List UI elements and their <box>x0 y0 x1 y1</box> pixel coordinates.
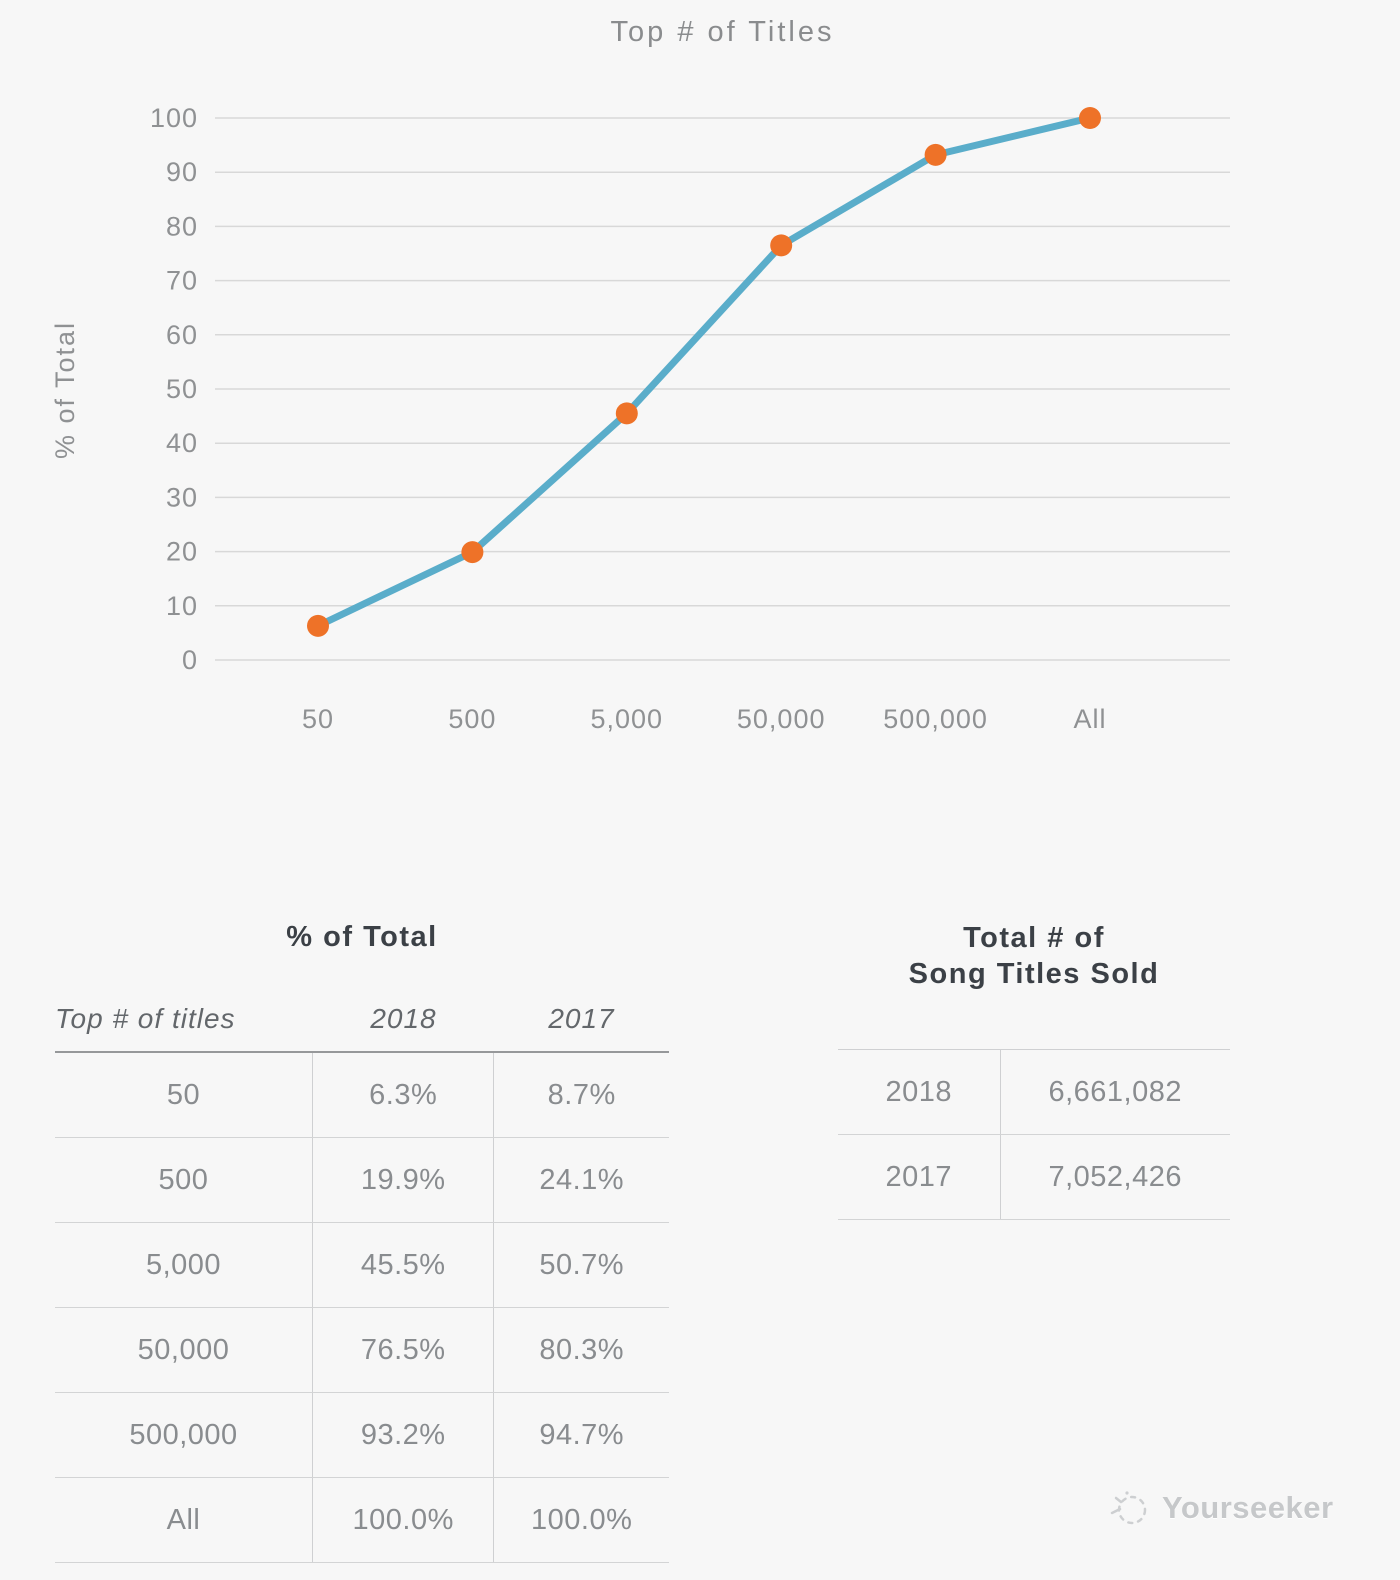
table-row: 2017 7,052,426 <box>838 1134 1230 1220</box>
chart-title: Top # of Titles <box>610 16 835 48</box>
y-tick-label: 30 <box>166 482 198 512</box>
y-tick-label: 0 <box>182 645 198 675</box>
table-row: 50 6.3% 8.7% <box>55 1053 669 1138</box>
cell-2018: 100.0% <box>311 1477 494 1563</box>
cell-year: 2017 <box>838 1134 1000 1220</box>
x-tick-label: All <box>1073 704 1106 734</box>
cell-2017: 80.3% <box>493 1307 669 1393</box>
cell-2018: 45.5% <box>311 1222 494 1308</box>
y-axis-label: % of Total <box>50 321 80 459</box>
table-row: 500,000 93.2% 94.7% <box>55 1392 669 1478</box>
table-row: 500 19.9% 24.1% <box>55 1137 669 1223</box>
cell-titles: 50 <box>55 1053 313 1138</box>
cell-2017: 50.7% <box>493 1222 669 1308</box>
x-tick-labels: 50 500 5,000 50,000 500,000 All <box>302 704 1106 734</box>
x-tick-label: 500 <box>448 704 496 734</box>
column-header-top-titles: Top # of titles <box>55 1003 236 1034</box>
cell-2017: 100.0% <box>493 1477 669 1563</box>
y-tick-labels: 0 10 20 30 40 50 60 70 80 90 100 <box>150 103 198 675</box>
series-layer <box>307 107 1101 637</box>
y-tick-label: 90 <box>166 157 198 187</box>
watermark: Yourseeker <box>1108 1482 1334 1534</box>
y-tick-label: 20 <box>166 537 198 567</box>
table-row: 2018 6,661,082 <box>838 1049 1230 1135</box>
totals-title-line1: Total # of <box>963 922 1105 954</box>
yourseeker-logo-icon <box>1110 1491 1147 1525</box>
cell-total: 6,661,082 <box>999 1049 1230 1135</box>
percent-table-header: Top # of titles 2018 2017 <box>55 962 669 1053</box>
x-tick-label: 50,000 <box>737 704 826 734</box>
totals-title-line2: Song Titles Sold <box>908 958 1160 990</box>
percent-table-section: % of Total Top # of titles 2018 2017 50 … <box>55 912 669 1563</box>
totals-table: 2018 6,661,082 2017 7,052,426 <box>838 1049 1230 1220</box>
x-tick-label: 5,000 <box>591 704 664 734</box>
column-header-2018: 2018 <box>370 1003 437 1034</box>
data-point <box>307 614 329 637</box>
cell-total: 7,052,426 <box>999 1134 1230 1220</box>
column-header-2017: 2017 <box>548 1003 615 1034</box>
cell-year: 2018 <box>838 1049 1000 1135</box>
data-point <box>1079 107 1101 129</box>
x-tick-label: 50 <box>302 704 334 734</box>
table-row: All 100.0% 100.0% <box>55 1477 669 1563</box>
y-tick-label: 40 <box>166 428 198 458</box>
data-point <box>461 541 484 564</box>
y-tick-label: 70 <box>166 266 198 296</box>
cell-2018: 76.5% <box>311 1307 494 1393</box>
cell-titles: 5,000 <box>55 1222 313 1308</box>
totals-table-section: Total # of Song Titles Sold 2018 6,661,0… <box>838 912 1230 1220</box>
cell-titles: All <box>55 1477 313 1563</box>
y-tick-label: 10 <box>166 591 198 621</box>
data-point <box>924 143 947 166</box>
series-line <box>314 114 1094 630</box>
cell-titles: 500 <box>55 1137 313 1223</box>
data-point <box>770 234 793 257</box>
y-tick-label: 50 <box>166 374 198 404</box>
totals-table-title: Total # of Song Titles Sold <box>838 912 1230 992</box>
cell-2017: 8.7% <box>493 1053 669 1138</box>
y-tick-label: 100 <box>150 103 198 133</box>
data-point <box>615 402 638 425</box>
gridlines <box>215 117 1230 661</box>
cell-2018: 19.9% <box>311 1137 494 1223</box>
cell-2017: 94.7% <box>493 1392 669 1478</box>
cell-2018: 93.2% <box>311 1392 494 1478</box>
cell-titles: 500,000 <box>55 1392 313 1478</box>
x-tick-label: 500,000 <box>883 704 988 734</box>
watermark-text: Yourseeker <box>1162 1490 1334 1525</box>
y-tick-label: 60 <box>166 320 198 350</box>
cell-2018: 6.3% <box>311 1053 494 1138</box>
percent-table-title: % of Total <box>286 921 438 953</box>
cell-titles: 50,000 <box>55 1307 313 1393</box>
cell-2017: 24.1% <box>493 1137 669 1223</box>
table-row: 50,000 76.5% 80.3% <box>55 1307 669 1393</box>
table-row: 5,000 45.5% 50.7% <box>55 1222 669 1308</box>
percent-table: 50 6.3% 8.7% 500 19.9% 24.1% 5,000 45.5%… <box>55 1053 669 1563</box>
y-tick-label: 80 <box>166 211 198 241</box>
